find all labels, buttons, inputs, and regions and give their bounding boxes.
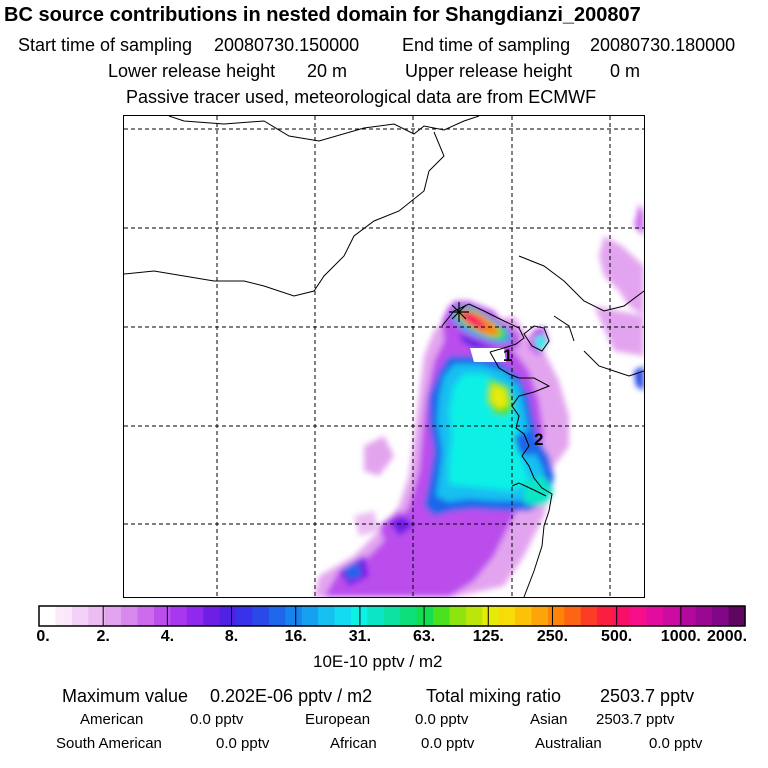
colorbar-swatch (186, 606, 204, 626)
colorbar-tick-label: 16. (284, 628, 307, 645)
receptor-site-marker (449, 302, 469, 322)
colorbar-tick-label: 2. (96, 628, 110, 645)
upper-release-label: Upper release height (405, 61, 573, 81)
colorbar-swatch (695, 606, 713, 626)
region-name: American (80, 711, 144, 728)
colorbar-swatch (613, 606, 631, 626)
end-time-label: End time of sampling (402, 35, 571, 55)
colorbar-swatch (252, 606, 270, 626)
region-name: Australian (535, 735, 602, 752)
colorbar-tick-label: 125. (472, 628, 504, 645)
colorbar-tick-label: 2000. (706, 628, 748, 645)
region-value: 0.0 pptv (649, 735, 703, 752)
map-panel: 1 2 (123, 115, 645, 598)
total-mixing-label: Total mixing ratio (426, 686, 562, 706)
lower-release-value: 20 m (307, 61, 348, 81)
colorbar-tick-label: 250. (536, 628, 569, 645)
colorbar-swatch (55, 606, 73, 626)
colorbar-swatch (400, 606, 418, 626)
colorbar-swatch (580, 606, 598, 626)
colorbar-swatch (679, 606, 697, 626)
colorbar-swatch (367, 606, 385, 626)
colorbar-tick-label: 1000. (660, 628, 701, 645)
region-value: 0.0 pptv (190, 711, 244, 728)
map-label-2: 2 (534, 430, 543, 449)
lat-lon-grid (124, 116, 644, 597)
colorbar-swatch (121, 606, 139, 626)
colorbar-swatch (285, 606, 303, 626)
start-time-label: Start time of sampling (18, 35, 193, 55)
colorbar-swatch (170, 606, 188, 626)
region-name: African (330, 735, 377, 752)
colorbar-swatch (416, 606, 434, 626)
colorbar-swatch (433, 606, 451, 626)
tracer-note: Passive tracer used, meteorological data… (126, 87, 597, 107)
plot-title: BC source contributions in nested domain… (4, 4, 641, 26)
region-name: European (305, 711, 371, 728)
region-name: Asian (530, 711, 568, 728)
colorbar-swatch (203, 606, 221, 626)
colorbar-swatch (531, 606, 549, 626)
lower-release-label: Lower release height (108, 61, 276, 81)
colorbar-swatch (236, 606, 254, 626)
colorbar-tick-label: 0. (36, 628, 50, 645)
region-value: 0.0 pptv (216, 735, 270, 752)
colorbar-swatch (39, 606, 57, 626)
concentration-plume (314, 204, 644, 597)
region-value: 2503.7 pptv (596, 711, 675, 728)
colorbar-swatch (318, 606, 336, 626)
colorbar-swatch (597, 606, 615, 626)
colorbar-swatch (71, 606, 89, 626)
colorbar-units: 10E-10 pptv / m2 (313, 652, 443, 671)
colorbar-swatch (334, 606, 352, 626)
colorbar-swatch (712, 606, 730, 626)
colorbar-swatch (137, 606, 155, 626)
map-label-1: 1 (503, 346, 512, 365)
colorbar-swatch (383, 606, 401, 626)
colorbar (38, 605, 746, 627)
max-value-label: Maximum value (62, 686, 189, 706)
colorbar-swatch (662, 606, 680, 626)
max-value: 0.202E-06 pptv / m2 (210, 686, 373, 706)
colorbar-swatch (728, 606, 746, 626)
map-canvas: 1 2 (124, 116, 644, 597)
colorbar-swatch (268, 606, 286, 626)
colorbar-swatch (482, 606, 500, 626)
total-mixing-value: 2503.7 pptv (600, 686, 695, 706)
colorbar-tick-label: 4. (160, 628, 175, 645)
end-time-value: 20080730.180000 (590, 35, 736, 55)
colorbar-swatch (515, 606, 533, 626)
region-value: 0.0 pptv (421, 735, 475, 752)
colorbar-swatch (449, 606, 467, 626)
colorbar-frame (38, 605, 746, 627)
colorbar-swatch (88, 606, 106, 626)
colorbar-swatch (465, 606, 483, 626)
colorbar-tick-label: 31. (348, 628, 372, 645)
region-value: 0.0 pptv (415, 711, 469, 728)
colorbar-swatch (153, 606, 171, 626)
colorbar-tick-label: 8. (224, 628, 239, 645)
colorbar-swatch (564, 606, 582, 626)
colorbar-tick-label: 63. (412, 628, 436, 645)
colorbar-swatch (219, 606, 237, 626)
colorbar-swatch (301, 606, 319, 626)
colorbar-swatch (630, 606, 648, 626)
colorbar-tick-label: 500. (601, 628, 633, 645)
region-name: South American (56, 735, 162, 752)
boundaries-coastline (124, 116, 644, 597)
colorbar-swatch (646, 606, 664, 626)
colorbar-swatch (547, 606, 565, 626)
colorbar-swatch (104, 606, 122, 626)
start-time-value: 20080730.150000 (214, 35, 360, 55)
upper-release-value: 0 m (610, 61, 641, 81)
colorbar-swatch (498, 606, 516, 626)
